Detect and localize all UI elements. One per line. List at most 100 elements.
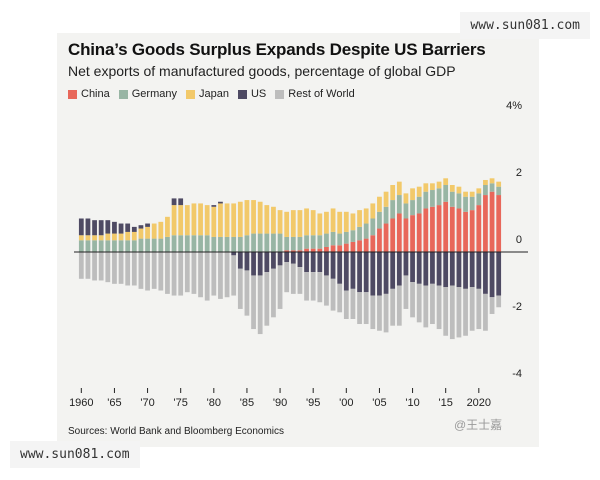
x-tick-label: 1960 [69,397,93,409]
x-tick-label: '90 [273,397,287,409]
bar-germany-1979 [204,235,210,252]
bar-japan-1985 [244,200,250,236]
bar-us-2018 [463,252,468,289]
bar-rest-of-world-1963 [98,252,104,281]
bar-rest-of-world-1990 [277,265,283,309]
x-tick-label: '05 [372,397,386,409]
bar-china-1994 [304,248,309,252]
bar-china-1999 [337,245,343,252]
bar-japan-1961 [85,235,91,241]
bar-japan-2023 [496,181,502,187]
bar-us-1983 [231,252,237,256]
bar-japan-2015 [443,178,449,185]
bar-germany-2005 [377,211,382,229]
bar-us-1993 [297,252,303,268]
bar-rest-of-world-1968 [131,252,137,286]
bar-japan-1998 [330,208,336,232]
bar-china-2015 [443,201,449,252]
bar-germany-1994 [304,235,309,249]
bar-us-1991 [284,252,290,263]
watermark-top: www.sun081.com [460,12,590,39]
bar-japan-1964 [105,233,111,241]
bar-japan-1980 [211,206,217,237]
bar-china-1995 [310,248,316,252]
bar-china-2016 [449,206,455,252]
bar-us-2015 [443,252,449,288]
bar-germany-1982 [224,236,230,252]
bar-germany-1978 [198,235,203,252]
bar-germany-1963 [98,240,104,252]
bar-rest-of-world-2001 [350,288,356,319]
bar-germany-1964 [105,240,111,252]
bar-us-2017 [456,252,462,288]
bar-rest-of-world-2015 [443,287,449,336]
y-tick-label: 0 [516,234,522,246]
bar-rest-of-world-1993 [297,267,303,294]
bar-rest-of-world-1965 [112,252,117,284]
bar-japan-1969 [138,228,144,239]
bar-germany-1997 [324,233,329,247]
bar-rest-of-world-2014 [436,285,442,330]
x-tick-label: 2020 [467,397,491,409]
bar-rest-of-world-1983 [231,255,237,296]
bar-japan-2007 [390,185,396,201]
bar-us-1996 [317,252,323,273]
bar-rest-of-world-2022 [489,297,495,314]
bar-us-1980 [211,205,217,207]
bar-us-1981 [218,201,223,204]
bar-germany-2011 [416,196,422,214]
y-tick-label: -2 [512,301,522,313]
bar-china-2006 [383,223,389,252]
bar-china-2005 [377,228,382,252]
bar-rest-of-world-2009 [403,275,409,309]
bar-china-2014 [436,205,442,252]
bar-us-1969 [138,225,144,229]
bar-rest-of-world-1960 [78,252,84,279]
bar-us-1990 [277,252,283,266]
bar-japan-1983 [231,203,237,237]
bar-germany-2016 [449,191,455,207]
bar-rest-of-world-1978 [198,252,203,298]
bar-germany-2015 [443,185,449,202]
bar-japan-1999 [337,211,343,234]
legend-item-rest-of-world: Rest of World [275,88,355,100]
y-tick-label: 2 [516,167,522,179]
bar-germany-1975 [178,235,184,252]
bar-japan-1967 [125,231,131,241]
bar-germany-1965 [112,240,117,252]
bar-china-2001 [350,241,356,252]
bar-germany-2017 [456,193,462,209]
bar-rest-of-world-1975 [178,252,184,296]
bar-germany-1998 [330,231,336,246]
chart-title: China’s Goods Surplus Expands Despite US… [68,40,486,59]
y-tick-label: 4% [506,100,522,112]
bar-us-2004 [370,252,376,296]
bar-rest-of-world-1991 [284,262,290,293]
bar-germany-1969 [138,238,144,252]
bar-japan-2010 [410,188,415,201]
bar-us-1967 [125,223,131,232]
bar-us-1995 [310,252,316,273]
bar-rest-of-world-1998 [330,278,336,311]
bar-rest-of-world-2011 [416,283,422,323]
bar-us-2022 [489,252,495,298]
bar-us-2003 [363,252,369,293]
bar-japan-1981 [218,203,223,237]
bar-china-2011 [416,213,422,252]
legend-label-china: China [81,88,110,100]
bar-japan-2020 [476,188,482,194]
bar-japan-2017 [456,186,462,194]
bar-japan-2018 [463,191,468,197]
bar-japan-1995 [310,210,316,236]
bar-japan-1988 [264,205,270,234]
bar-china-2012 [423,208,429,252]
bar-rest-of-world-2013 [430,283,435,325]
bar-rest-of-world-2016 [449,285,455,340]
bar-us-2013 [430,252,435,284]
bar-china-1993 [297,250,303,252]
bar-germany-1999 [337,233,343,246]
bar-rest-of-world-2007 [390,288,396,326]
bar-germany-1977 [191,235,197,252]
bar-china-1992 [290,250,296,252]
bar-germany-1991 [284,236,290,251]
